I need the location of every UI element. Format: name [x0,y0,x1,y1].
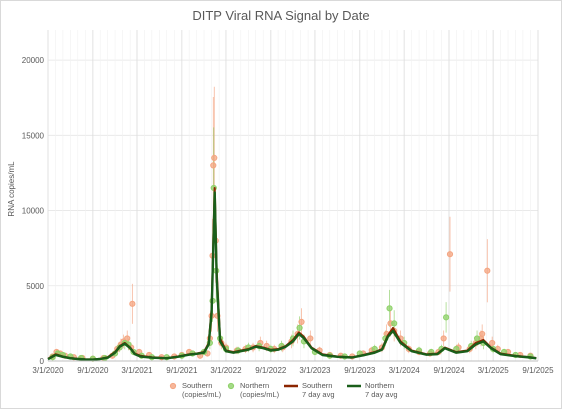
northern-point [296,324,303,331]
legend-label-line2: (copies/mL) [240,390,280,399]
southern-point [210,162,217,169]
legend-label: Northern [240,381,269,390]
northern-7day-avg-line [47,191,537,361]
southern-point [446,251,454,258]
x-tick-label: 3/1/2021 [121,366,153,375]
legend-southern-marker [169,382,177,390]
northern-point [386,305,393,312]
legend: Southern(copies/mL)Northern(copies/mL)So… [169,381,398,399]
y-tick-label: 15000 [22,131,45,140]
y-tick-label: 20000 [22,56,45,65]
y-tick-label: 0 [40,357,45,366]
x-tick-label: 3/1/2025 [478,366,510,375]
southern-point [211,154,218,161]
legend-northern-marker [227,382,235,390]
error-bar-layer [52,86,531,360]
legend-label-line2: (copies/mL) [182,390,222,399]
x-tick-label: 3/1/2020 [32,366,64,375]
x-tick-label: 3/1/2022 [210,366,242,375]
y-axis-title: RNA copies/mL [7,161,16,217]
grid-layer [47,30,539,361]
legend-label: Southern [182,381,212,390]
southern-point [479,330,486,338]
northern-point [391,320,398,327]
x-tick-label: 9/1/2025 [522,366,554,375]
legend-label: Southern [302,381,332,390]
x-tick-label: 9/1/2024 [433,366,465,375]
southern-point [298,318,305,325]
northern-point [442,314,450,321]
southern-7day-avg-line [47,187,537,361]
legend-label: Northern [365,381,394,390]
southern-point [484,267,491,274]
x-tick-label: 3/1/2024 [389,366,421,375]
axis-layer: 0 5000 10000 15000 20000 3/1/2020 9/1/2020 3/1/… [22,56,554,375]
southern-point [129,300,136,307]
y-tick-label: 5000 [26,282,44,291]
legend-label-line2: 7 day avg [302,390,335,399]
southern-point [440,335,447,342]
legend-label-line2: 7 day avg [365,390,398,399]
southern-point [307,335,314,342]
x-tick-label: 9/1/2020 [77,366,109,375]
southern-point [489,339,496,347]
line-layer [47,187,537,361]
chart-title: DITP Viral RNA Signal by Date [192,8,370,23]
x-tick-label: 9/1/2022 [255,366,287,375]
x-tick-label: 3/1/2023 [299,366,331,375]
x-tick-label: 9/1/2023 [344,366,376,375]
y-tick-label: 10000 [22,207,45,216]
x-tick-label: 9/1/2021 [166,366,198,375]
northern-point [473,335,481,342]
